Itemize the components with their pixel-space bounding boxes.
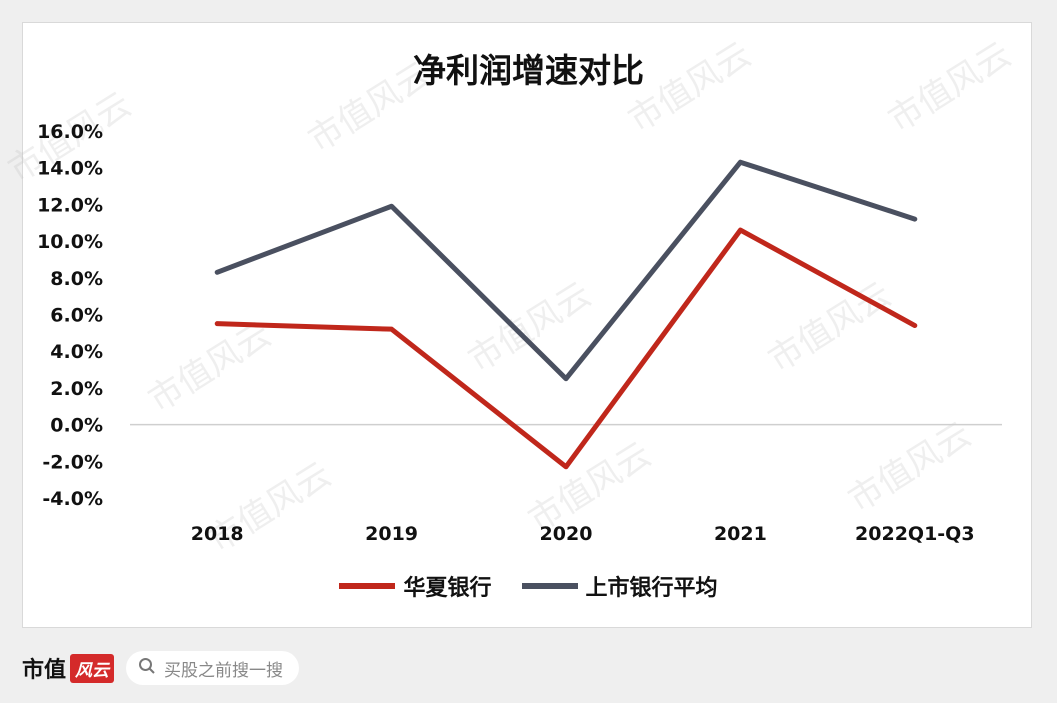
y-tick-label: 12.0%	[37, 194, 103, 216]
brand-badge: 风云	[70, 653, 115, 683]
search-placeholder: 买股之前搜一搜	[164, 660, 284, 681]
x-tick-label: 2022Q1-Q3	[855, 523, 975, 545]
brand-text: 市值	[22, 657, 67, 683]
legend-swatch-huaxia	[339, 583, 396, 589]
legend-swatch-average	[521, 583, 578, 589]
y-tick-label: 4.0%	[50, 341, 103, 363]
search-icon	[138, 657, 156, 680]
series-line-0	[214, 227, 918, 470]
x-tick-label: 2019	[365, 523, 418, 545]
x-tick-label: 2018	[191, 523, 244, 545]
legend-label-huaxia: 华夏银行	[403, 576, 492, 601]
legend-item-average: 上市银行平均	[521, 570, 718, 602]
legend-item-huaxia: 华夏银行	[339, 570, 492, 602]
y-tick-label: -4.0%	[42, 488, 103, 510]
y-tick-label: 16.0%	[37, 121, 103, 143]
search-box[interactable]: 买股之前搜一搜	[126, 651, 300, 685]
y-tick-label: 10.0%	[37, 231, 103, 253]
y-tick-label: 2.0%	[50, 378, 103, 400]
legend-label-average: 上市银行平均	[585, 576, 718, 601]
footer: 市值 风云 买股之前搜一搜	[22, 648, 300, 688]
y-tick-label: 8.0%	[50, 268, 103, 290]
chart-title: 净利润增速对比	[413, 51, 644, 90]
line-chart: 16.0% 14.0% 12.0% 10.0% 8.0% 6.0% 4.0% 2.0% 0.0%…	[37, 121, 1002, 545]
y-tick-label: 0.0%	[50, 415, 103, 437]
y-tick-label: -2.0%	[42, 451, 103, 473]
legend: 华夏银行 上市银行平均	[0, 570, 1057, 602]
x-tick-label: 2021	[714, 523, 767, 545]
y-tick-label: 14.0%	[37, 158, 103, 180]
brand-logo[interactable]: 市值 风云	[22, 652, 115, 684]
y-tick-label: 6.0%	[50, 305, 103, 327]
x-tick-label: 2020	[540, 523, 593, 545]
chart-card	[22, 22, 1032, 628]
